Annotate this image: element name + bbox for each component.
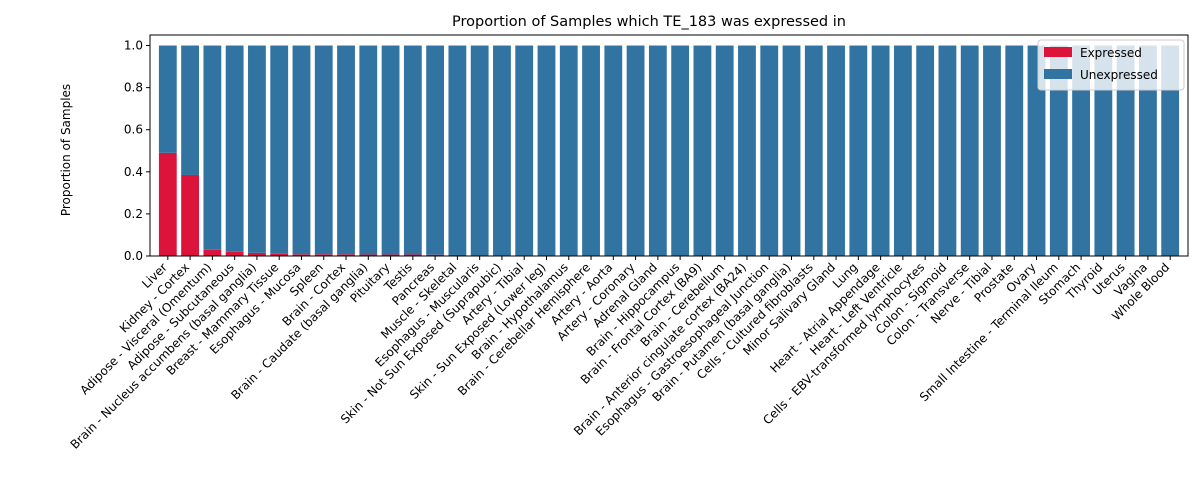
legend-frame — [1037, 39, 1185, 91]
legend: Expressed Unexpressed — [1037, 39, 1185, 91]
bar-unexpressed-whole-blood — [1161, 45, 1180, 256]
bar-unexpressed-liver — [158, 45, 177, 153]
bar-expressed-spleen — [314, 254, 333, 256]
bar-unexpressed-heart-atrial-appendage — [871, 45, 890, 256]
bar-unexpressed-thyroid — [1094, 45, 1113, 256]
bar-expressed-breast-mammary-tissue — [270, 253, 289, 256]
bar-unexpressed-breast-mammary-tissue — [270, 45, 289, 254]
bar-unexpressed-adipose-visceral-omentum — [203, 45, 222, 250]
bar-unexpressed-esophagus-muscularis — [470, 45, 489, 256]
y-tick-label: 0.2 — [124, 207, 143, 221]
bar-expressed-adipose-visceral-omentum — [203, 249, 222, 256]
bar-unexpressed-stomach — [1072, 45, 1090, 256]
bar-expressed-testis — [403, 254, 422, 256]
bar-unexpressed-brain-frontal-cortex-ba9 — [693, 45, 712, 256]
bar-expressed-brain-cortex — [337, 254, 355, 256]
legend-label-expressed: Expressed — [1080, 46, 1142, 60]
bar-expressed-pancreas — [426, 254, 445, 256]
bar-unexpressed-brain-nucleus-accumbens-basal-ganglia — [248, 45, 266, 253]
bar-unexpressed-brain-putamen-basal-ganglia — [782, 45, 801, 256]
bar-unexpressed-colon-sigmoid — [938, 45, 957, 256]
bar-unexpressed-spleen — [314, 45, 333, 255]
bars-layer — [158, 45, 1180, 256]
bar-unexpressed-esophagus-mucosa — [292, 45, 311, 255]
bar-unexpressed-uterus — [1116, 45, 1135, 256]
bar-expressed-brain-caudate-basal-ganglia — [359, 254, 378, 256]
y-tick-label: 0.8 — [124, 81, 143, 95]
bar-unexpressed-adrenal-gland — [648, 45, 667, 256]
bar-unexpressed-pituitary — [381, 45, 400, 255]
bar-unexpressed-prostate — [1005, 45, 1024, 256]
bar-unexpressed-lung — [849, 45, 868, 256]
bar-unexpressed-brain-caudate-basal-ganglia — [359, 45, 378, 255]
bar-unexpressed-brain-cortex — [337, 45, 355, 255]
y-tick-label: 0.6 — [124, 123, 143, 137]
y-tick-label: 0.4 — [124, 165, 143, 179]
bar-unexpressed-artery-aorta — [604, 45, 623, 256]
bar-unexpressed-small-intestine-terminal-ileum — [1049, 45, 1068, 256]
bar-unexpressed-cells-cultured-fibroblasts — [804, 45, 823, 256]
bar-unexpressed-colon-transverse — [960, 45, 979, 256]
bar-unexpressed-brain-anterior-cingulate-cortex-ba24 — [738, 45, 756, 256]
bar-expressed-brain-nucleus-accumbens-basal-ganglia — [248, 252, 266, 256]
bar-unexpressed-adipose-subcutaneous — [225, 45, 244, 252]
bar-unexpressed-minor-salivary-gland — [827, 45, 845, 256]
bar-unexpressed-muscle-skeletal — [448, 45, 467, 255]
bar-expressed-esophagus-mucosa — [292, 254, 311, 256]
bar-unexpressed-brain-hippocampus — [671, 45, 690, 256]
bar-unexpressed-pancreas — [426, 45, 445, 255]
bar-unexpressed-artery-coronary — [626, 45, 645, 256]
bar-unexpressed-artery-tibial — [515, 45, 534, 256]
axes-layer — [149, 34, 1189, 257]
bar-expressed-adipose-subcutaneous — [225, 251, 244, 256]
y-tick-label: 0.0 — [124, 249, 143, 263]
legend-swatch-unexpressed — [1044, 69, 1072, 79]
bar-unexpressed-ovary — [1027, 45, 1046, 256]
bar-unexpressed-heart-left-ventricle — [893, 45, 912, 256]
bar-expressed-liver — [158, 152, 177, 256]
bar-unexpressed-testis — [403, 45, 422, 255]
bar-expressed-muscle-skeletal — [448, 254, 467, 256]
y-axis-title: Proportion of Samples — [59, 84, 73, 216]
bar-unexpressed-brain-cerebellum — [715, 45, 734, 256]
y-tick-label: 1.0 — [124, 39, 143, 53]
bar-unexpressed-cells-ebv-transformed-lymphocytes — [916, 45, 935, 256]
bar-unexpressed-brain-cerebellar-hemisphere — [582, 45, 600, 256]
bar-expressed-pituitary — [381, 254, 400, 256]
legend-swatch-expressed — [1044, 47, 1072, 57]
bar-unexpressed-skin-sun-exposed-lower-leg — [537, 45, 556, 256]
bar-unexpressed-skin-not-sun-exposed-suprapubic — [493, 45, 511, 256]
legend-label-unexpressed: Unexpressed — [1080, 68, 1158, 82]
chart-title: Proportion of Samples which TE_183 was e… — [452, 14, 846, 30]
bar-unexpressed-vagina — [1139, 45, 1157, 256]
bar-unexpressed-nerve-tibial — [983, 45, 1001, 256]
plot-frame — [149, 34, 1189, 257]
bar-expressed-kidney-cortex — [181, 174, 199, 256]
bar-unexpressed-esophagus-gastroesophageal-junction — [760, 45, 779, 256]
bar-unexpressed-brain-hypothalamus — [559, 45, 578, 256]
bar-unexpressed-kidney-cortex — [181, 45, 199, 175]
